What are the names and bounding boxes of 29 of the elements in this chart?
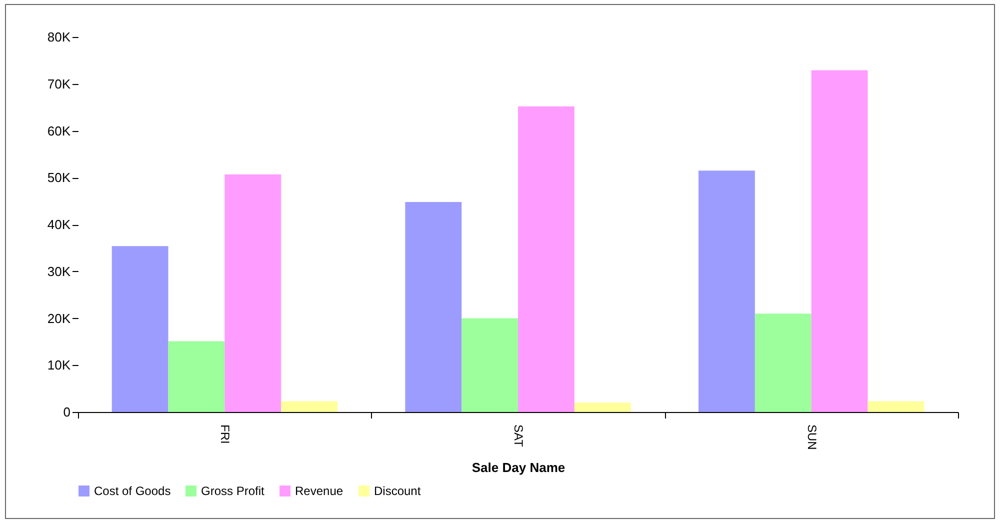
x-tick-label: SUN bbox=[804, 424, 819, 450]
bar bbox=[811, 70, 868, 412]
y-tick-label: 80K bbox=[47, 30, 71, 44]
y-tick-label: 20K bbox=[47, 310, 71, 326]
bar bbox=[518, 106, 574, 412]
bar bbox=[112, 246, 168, 412]
y-tick-label: 0 bbox=[63, 404, 70, 420]
bar bbox=[754, 314, 812, 412]
legend-label: Gross Profit bbox=[201, 484, 266, 498]
bar bbox=[281, 401, 338, 412]
bar bbox=[224, 174, 282, 412]
legend-label: Revenue bbox=[295, 484, 344, 498]
y-tick-label: 70K bbox=[47, 76, 71, 92]
bar bbox=[868, 401, 924, 412]
x-axis-title: Sale Day Name bbox=[472, 460, 566, 475]
x-tick-label: FRI bbox=[218, 424, 232, 444]
y-tick-label: 60K bbox=[47, 123, 71, 138]
y-tick-label: 30K bbox=[47, 264, 71, 279]
bar bbox=[698, 170, 755, 412]
bar bbox=[574, 402, 631, 412]
bar bbox=[462, 318, 518, 412]
y-tick-label: 50K bbox=[47, 170, 71, 186]
y-tick-label: 10K bbox=[47, 358, 71, 373]
bar bbox=[405, 202, 462, 412]
legend-label: Discount bbox=[374, 484, 422, 498]
y-tick-label: 40K bbox=[47, 217, 71, 232]
x-tick-label: SAT bbox=[512, 424, 526, 448]
bar bbox=[168, 341, 225, 412]
legend-label: Cost of Goods bbox=[94, 484, 171, 498]
